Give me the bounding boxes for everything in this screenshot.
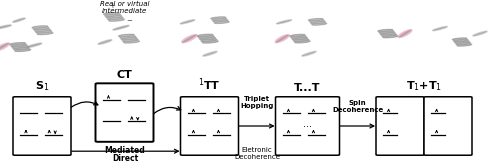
Ellipse shape	[36, 31, 52, 33]
Ellipse shape	[197, 34, 213, 37]
Ellipse shape	[432, 26, 448, 31]
Ellipse shape	[11, 44, 26, 47]
Ellipse shape	[302, 51, 316, 56]
Ellipse shape	[180, 20, 195, 24]
Ellipse shape	[202, 41, 218, 43]
Ellipse shape	[398, 30, 412, 37]
Ellipse shape	[12, 46, 28, 48]
Ellipse shape	[108, 17, 123, 19]
Ellipse shape	[10, 43, 26, 45]
Ellipse shape	[291, 36, 306, 38]
Ellipse shape	[290, 34, 305, 37]
Ellipse shape	[432, 27, 448, 31]
Ellipse shape	[457, 44, 471, 46]
FancyBboxPatch shape	[276, 97, 340, 155]
FancyBboxPatch shape	[424, 97, 472, 155]
FancyBboxPatch shape	[13, 97, 71, 155]
Ellipse shape	[98, 40, 112, 44]
Text: Real or virtual
intermediate: Real or virtual intermediate	[100, 1, 149, 14]
Text: T$_1$+T$_1$: T$_1$+T$_1$	[406, 79, 442, 93]
Ellipse shape	[14, 48, 30, 50]
Ellipse shape	[106, 16, 122, 18]
Ellipse shape	[292, 37, 308, 40]
Ellipse shape	[214, 20, 228, 22]
Ellipse shape	[34, 29, 50, 31]
Text: Direct: Direct	[112, 154, 139, 163]
Ellipse shape	[382, 34, 396, 36]
Text: CT: CT	[116, 70, 132, 80]
Ellipse shape	[13, 18, 25, 22]
Ellipse shape	[454, 39, 468, 41]
Ellipse shape	[379, 31, 394, 33]
Ellipse shape	[455, 41, 469, 43]
Ellipse shape	[12, 18, 26, 22]
Ellipse shape	[198, 36, 214, 38]
Text: T...T: T...T	[294, 83, 321, 93]
Ellipse shape	[203, 51, 217, 56]
FancyBboxPatch shape	[180, 97, 238, 155]
Ellipse shape	[312, 23, 326, 25]
Ellipse shape	[212, 18, 226, 20]
Ellipse shape	[310, 20, 324, 22]
Ellipse shape	[122, 39, 138, 41]
Ellipse shape	[182, 35, 196, 43]
Ellipse shape	[113, 25, 129, 30]
Ellipse shape	[380, 33, 395, 35]
Ellipse shape	[276, 20, 291, 24]
Text: Eletronic
Decoherence: Eletronic Decoherence	[234, 147, 280, 160]
Ellipse shape	[201, 39, 217, 41]
Ellipse shape	[0, 25, 12, 29]
Ellipse shape	[473, 31, 487, 36]
Ellipse shape	[452, 38, 467, 40]
Ellipse shape	[0, 43, 10, 51]
Ellipse shape	[472, 31, 488, 36]
Ellipse shape	[202, 51, 218, 56]
Ellipse shape	[120, 36, 136, 38]
Ellipse shape	[121, 37, 137, 40]
Ellipse shape	[275, 35, 289, 43]
Ellipse shape	[294, 39, 308, 41]
Ellipse shape	[182, 35, 197, 43]
Ellipse shape	[26, 43, 42, 48]
Ellipse shape	[302, 51, 316, 56]
Ellipse shape	[98, 40, 112, 44]
Ellipse shape	[26, 43, 42, 48]
Ellipse shape	[180, 20, 195, 24]
Ellipse shape	[383, 36, 398, 38]
Text: +: +	[110, 3, 116, 9]
Ellipse shape	[104, 12, 119, 15]
Ellipse shape	[276, 35, 288, 43]
Ellipse shape	[276, 20, 291, 24]
Ellipse shape	[15, 49, 30, 51]
Ellipse shape	[32, 26, 48, 28]
Ellipse shape	[124, 41, 140, 43]
Ellipse shape	[398, 30, 411, 37]
Text: S$_1$: S$_1$	[35, 79, 49, 93]
Ellipse shape	[456, 43, 470, 45]
Ellipse shape	[295, 41, 310, 43]
Text: Triplet
Hopping: Triplet Hopping	[240, 96, 274, 109]
Text: $^1$TT: $^1$TT	[198, 77, 221, 93]
FancyBboxPatch shape	[376, 97, 424, 155]
Ellipse shape	[34, 28, 49, 30]
FancyBboxPatch shape	[96, 83, 154, 142]
Text: −: −	[126, 18, 132, 24]
Text: Spin
Decoherence: Spin Decoherence	[332, 100, 384, 113]
Ellipse shape	[109, 19, 124, 21]
Ellipse shape	[38, 32, 53, 35]
Ellipse shape	[311, 22, 326, 24]
Ellipse shape	[113, 25, 129, 30]
Text: ...: ...	[303, 119, 312, 129]
Ellipse shape	[308, 19, 323, 21]
Text: Mediated: Mediated	[104, 146, 145, 155]
Ellipse shape	[378, 30, 392, 32]
Ellipse shape	[214, 21, 229, 23]
Ellipse shape	[200, 37, 216, 40]
Ellipse shape	[105, 14, 120, 16]
Ellipse shape	[0, 25, 12, 29]
Ellipse shape	[211, 17, 226, 19]
Ellipse shape	[118, 34, 134, 37]
Ellipse shape	[0, 43, 9, 51]
